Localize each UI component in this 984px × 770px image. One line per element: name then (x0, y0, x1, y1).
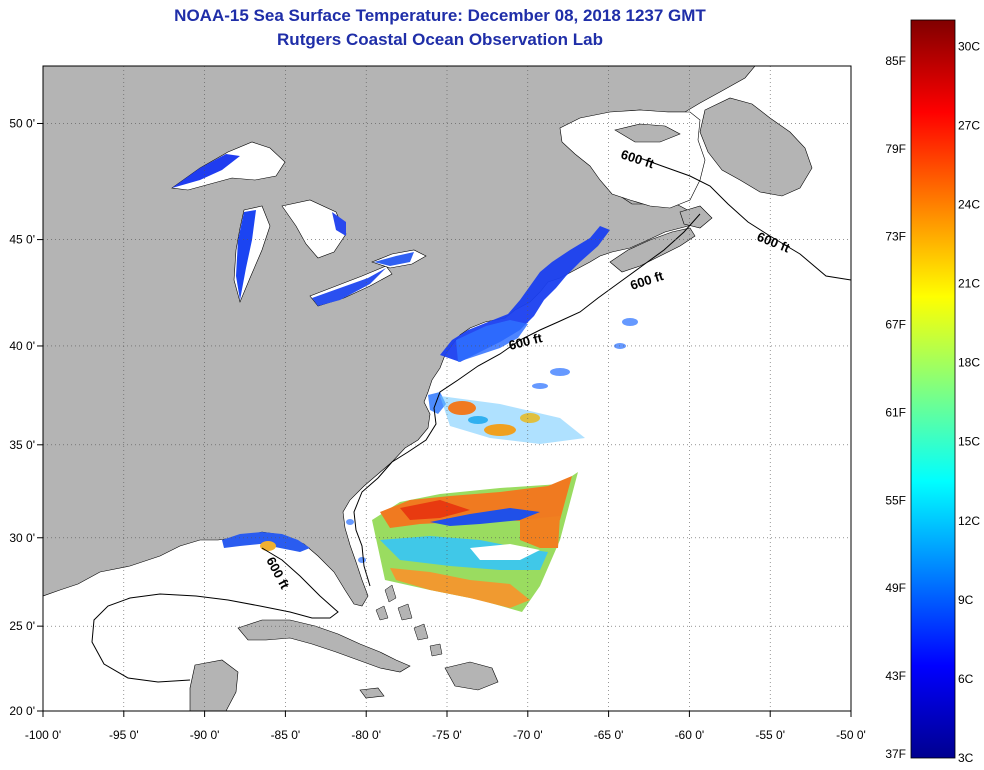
map-subtitle: Rutgers Coastal Ocean Observation Lab (277, 30, 603, 49)
sst-mid-atlantic-shelf (456, 320, 528, 362)
colorbar-celsius-label: 3C (958, 751, 974, 765)
isobath-lines (91, 157, 851, 683)
sst-offshore-orange-south (390, 568, 530, 608)
colorbar-celsius-label: 15C (958, 435, 980, 449)
sst-lake-superior (172, 154, 240, 188)
x-tick-label: -70 0' (513, 728, 543, 742)
y-tick-label: 20 0' (9, 704, 35, 718)
y-tick-label: 45 0' (9, 233, 35, 247)
sst-lake-ontario (374, 252, 414, 266)
colorbar-fahrenheit-label: 37F (885, 747, 906, 761)
colorbar-celsius-label: 30C (958, 39, 980, 53)
land-st-lawrence-north (614, 123, 681, 143)
colorbar-fahrenheit-label: 85F (885, 54, 906, 68)
x-tick-label: -100 0' (25, 728, 61, 742)
colorbar-celsius-label: 21C (958, 277, 980, 291)
x-tick-label: -55 0' (755, 728, 785, 742)
sst-gulf-warm-spot (260, 541, 276, 551)
sst-lake-erie (312, 268, 386, 306)
colorbar-celsius-label: 27C (958, 118, 980, 132)
sst-lake-huron (332, 212, 346, 236)
map-title: NOAA-15 Sea Surface Temperature: Decembe… (174, 6, 706, 25)
land-newfoundland (699, 97, 813, 197)
sst-offshore-cyan-mid (380, 536, 548, 570)
x-axis: -100 0' -95 0' -90 0' -85 0' -80 0' -75 0' -70… (25, 711, 866, 742)
sst-offshore-white-gap (470, 544, 540, 560)
sst-offshore-blue-band (430, 508, 540, 526)
x-tick-label: -85 0' (271, 728, 301, 742)
colorbar-gradient (910, 19, 956, 759)
land-cuba (237, 619, 411, 673)
land-nova-scotia (609, 227, 696, 273)
sst-scattered-patches (346, 318, 638, 563)
x-tick-label: -95 0' (109, 728, 139, 742)
x-tick-label: -90 0' (190, 728, 220, 742)
land-cape-breton (679, 205, 713, 229)
colorbar-celsius-label: 24C (958, 198, 980, 212)
y-tick-label: 50 0' (9, 116, 35, 130)
colorbar-celsius-labels: 3C 6C 9C 12C 15C 18C 21C 24C 27C 30C (958, 39, 980, 765)
y-axis: 20 0' 25 0' 30 0' 35 0' 40 0' 45 0' 50 0' (9, 116, 43, 718)
colorbar-celsius-label: 12C (958, 514, 980, 528)
sst-offshore-orange-east (520, 516, 560, 548)
y-tick-label: 30 0' (9, 531, 35, 545)
colorbar-fahrenheit-label: 79F (885, 142, 906, 156)
colorbar-fahrenheit-label: 49F (885, 581, 906, 595)
land-bahamas (375, 584, 443, 657)
y-tick-label: 35 0' (9, 438, 35, 452)
colorbar-celsius-label: 18C (958, 356, 980, 370)
colorbar-fahrenheit-label: 73F (885, 230, 906, 244)
x-tick-label: -65 0' (594, 728, 624, 742)
colorbar-celsius-label: 9C (958, 593, 974, 607)
sst-offshore-red-core (400, 500, 470, 520)
x-tick-label: -75 0' (432, 728, 462, 742)
sst-hatteras-warm-patches (448, 401, 540, 436)
y-tick-label: 40 0' (9, 339, 35, 353)
x-tick-label: -80 0' (351, 728, 381, 742)
colorbar-fahrenheit-labels: 37F 43F 49F 55F 61F 67F 73F 79F 85F (885, 54, 906, 761)
x-tick-label: -50 0' (836, 728, 866, 742)
y-tick-label: 25 0' (9, 619, 35, 633)
graticule (43, 66, 851, 711)
colorbar-celsius-label: 6C (958, 672, 974, 686)
colorbar-fahrenheit-label: 55F (885, 493, 906, 507)
x-tick-label: -60 0' (675, 728, 705, 742)
colorbar-fahrenheit-label: 43F (885, 669, 906, 683)
sst-hatteras-swath (440, 396, 585, 444)
colorbar-fahrenheit-label: 61F (885, 405, 906, 419)
colorbar-fahrenheit-label: 67F (885, 318, 906, 332)
land-hispaniola (444, 661, 499, 691)
lake-huron (281, 199, 347, 259)
sst-lake-michigan (236, 210, 256, 300)
land-yucatan (189, 659, 239, 711)
